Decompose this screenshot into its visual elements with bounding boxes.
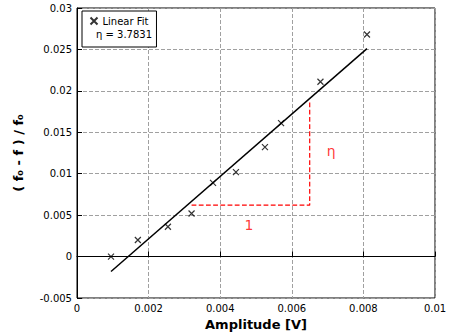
svg-text:0.015: 0.015	[43, 127, 72, 138]
svg-text:0.004: 0.004	[206, 303, 235, 314]
svg-text:0: 0	[74, 303, 80, 314]
svg-text:0.01: 0.01	[50, 168, 72, 179]
svg-text:0: 0	[66, 251, 72, 262]
svg-text:0.025: 0.025	[43, 44, 72, 55]
svg-text:0.02: 0.02	[50, 85, 72, 96]
svg-text:0.01: 0.01	[424, 303, 446, 314]
svg-text:Linear Fit: Linear Fit	[103, 16, 149, 27]
svg-text:η: η	[327, 143, 336, 159]
svg-text:0.008: 0.008	[349, 303, 378, 314]
svg-text:-0.005: -0.005	[40, 293, 72, 304]
svg-text:0.006: 0.006	[277, 303, 306, 314]
svg-text:0.002: 0.002	[134, 303, 163, 314]
svg-text:Amplitude [V]: Amplitude [V]	[205, 317, 307, 332]
svg-text:0.03: 0.03	[50, 3, 72, 14]
svg-text:1: 1	[244, 217, 253, 233]
svg-text:η = 3.7831: η = 3.7831	[96, 29, 152, 40]
svg-text:0.005: 0.005	[43, 210, 72, 221]
svg-text:( f₀ - f ) / f₀: ( f₀ - f ) / f₀	[11, 114, 26, 192]
